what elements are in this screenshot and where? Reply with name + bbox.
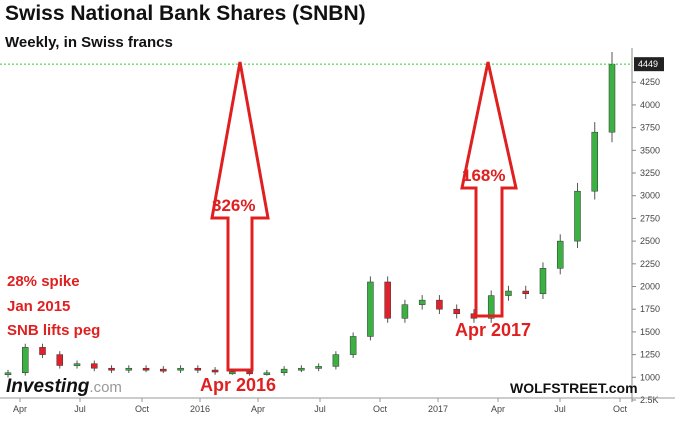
candle-body <box>539 268 547 295</box>
y-tick-label: 4000 <box>640 100 660 110</box>
last-price-label: 4449 <box>638 59 658 69</box>
last-price-tag <box>634 57 664 72</box>
y-tick-label: 1250 <box>640 350 660 360</box>
y-tick-label: 3250 <box>640 168 660 178</box>
logo-main: Investing <box>6 376 90 397</box>
y-tick-label: 1750 <box>640 304 660 314</box>
candle-body <box>505 290 512 296</box>
x-tick-label: Oct <box>373 404 388 414</box>
candle-body <box>229 371 236 375</box>
x-tick-label: Apr <box>491 404 505 414</box>
candle-body <box>401 304 409 319</box>
arrow1-date-label: Apr 2016 <box>200 375 277 395</box>
candle-body <box>436 299 443 310</box>
y-tick-label: 3750 <box>640 123 660 133</box>
candle-body <box>177 367 184 371</box>
candle-body <box>574 190 581 242</box>
y-tick-label: 1500 <box>640 327 660 337</box>
x-tick-label: Apr <box>13 404 27 414</box>
y-tick-label: 3000 <box>640 191 660 201</box>
y-tick-label: 1000 <box>640 372 660 382</box>
x-tick-label: Apr <box>251 404 265 414</box>
candle-body <box>246 371 253 375</box>
candle-body <box>160 368 167 372</box>
x-tick-label: Jul <box>314 404 326 414</box>
candle-body <box>298 367 305 371</box>
candle-body <box>56 354 64 366</box>
arrow-2017 <box>460 61 518 318</box>
spike-note-line1: 28% spike <box>7 273 80 290</box>
x-tick-label: 2017 <box>428 404 448 414</box>
x-tick-label: Jul <box>554 404 566 414</box>
investing-logo: Investing.com <box>6 376 122 398</box>
candle-body <box>418 299 426 305</box>
candle-body <box>91 363 98 369</box>
arrow2-date-label: Apr 2017 <box>455 320 532 340</box>
x-tick-label: Oct <box>135 404 150 414</box>
spike-note-line2: Jan 2015 <box>7 298 71 315</box>
y-tick-label: 2500 <box>640 236 660 246</box>
candle-body <box>367 281 374 337</box>
candle-body <box>280 368 288 374</box>
chart-subtitle: Weekly, in Swiss francs <box>5 34 173 51</box>
candle-body <box>194 367 202 371</box>
y-tick-label: 3500 <box>640 145 660 155</box>
candle-body <box>211 369 219 373</box>
arrow1-percent: 326% <box>212 196 256 215</box>
candle-body <box>315 366 322 369</box>
candle-body <box>22 347 29 374</box>
candle-body <box>384 281 391 319</box>
x-tick-label: Oct <box>613 404 628 414</box>
y-tick-label: 4250 <box>640 77 660 87</box>
y-tick-label: 2000 <box>640 282 660 292</box>
candle-body <box>142 367 150 371</box>
candle-body <box>108 367 115 371</box>
logo-suffix: .com <box>89 379 122 396</box>
x-tick-label: 2016 <box>190 404 210 414</box>
candle-body <box>556 240 564 269</box>
spike-note-line3: SNB lifts peg <box>7 322 101 339</box>
candle-body <box>591 131 598 192</box>
x-tick-label: Jul <box>74 404 86 414</box>
arrow-2016 <box>210 61 270 372</box>
chart-title: Swiss National Bank Shares (SNBN) <box>5 2 366 25</box>
candle-body <box>349 336 357 355</box>
candle-body <box>125 367 133 371</box>
y-tick-label: 2.5K <box>640 395 659 405</box>
candle-body <box>453 308 460 315</box>
candle-body <box>73 363 81 366</box>
candle-body <box>522 290 529 295</box>
source-label: WOLFSTREET.com <box>510 380 638 396</box>
candle-body <box>39 347 46 355</box>
candle-body <box>487 295 495 319</box>
candle-body <box>332 354 340 367</box>
candle-body <box>263 372 271 376</box>
y-tick-label: 2750 <box>640 213 660 223</box>
y-tick-label: 2250 <box>640 259 660 269</box>
arrow2-percent: 168% <box>462 166 506 185</box>
candle-body <box>4 372 12 376</box>
